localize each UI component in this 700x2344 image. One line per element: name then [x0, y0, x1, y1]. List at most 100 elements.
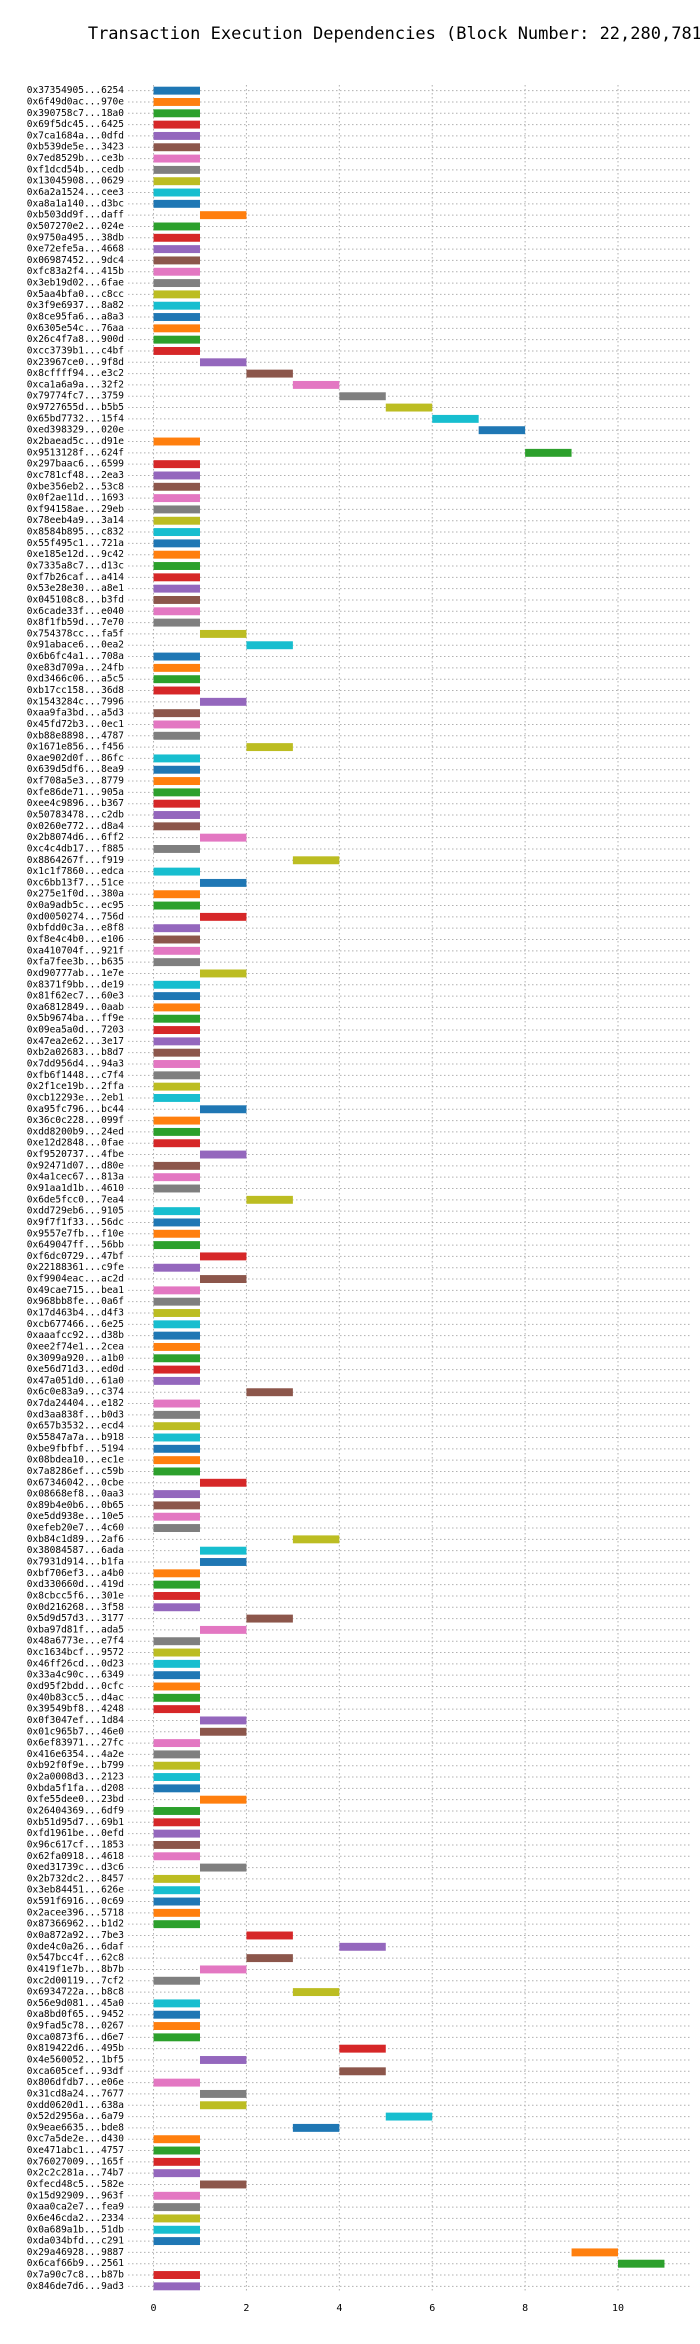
- bar: [153, 1354, 200, 1363]
- y-tick-label: 0x45fd72b3...0ec1: [27, 719, 125, 730]
- y-tick-label: 0x9eae6635...bde8: [27, 2122, 125, 2133]
- y-tick-label: 0xb92f0f9e...b799: [27, 1760, 125, 1771]
- bar: [571, 2248, 619, 2257]
- y-tick-label: 0x507270e2...024e: [27, 221, 125, 232]
- bar: [153, 1784, 200, 1793]
- bar: [153, 143, 200, 152]
- y-tick-label: 0x6caf66b9...2561: [27, 2258, 125, 2269]
- bar: [153, 460, 200, 469]
- bar: [246, 1614, 293, 1623]
- x-tick-label: 4: [336, 2303, 342, 2314]
- bar: [339, 392, 386, 401]
- bar: [153, 120, 200, 129]
- y-tick-label: 0x08668ef8...0aa3: [27, 1489, 124, 1500]
- bar: [153, 1218, 200, 1227]
- y-tick-label: 0x2b732dc2...8457: [27, 1873, 124, 1884]
- y-tick-label: 0x7a90c7c8...b87b: [27, 2270, 125, 2281]
- y-tick-label: 0x0a689a1b...51db: [27, 2224, 125, 2235]
- y-tick-label: 0xd3aa838f...b0d3: [27, 1409, 124, 1420]
- bar: [153, 652, 200, 661]
- y-tick-label: 0xbe9fbfbf...5194: [27, 1443, 125, 1454]
- y-tick-label: 0x8864267f...f919: [27, 855, 125, 866]
- bar: [246, 1931, 293, 1940]
- y-tick-label: 0xe72efe5a...4668: [27, 244, 125, 255]
- bar: [339, 2067, 386, 2076]
- y-tick-label: 0xa8a1a140...d3bc: [27, 198, 124, 209]
- bar: [153, 901, 200, 910]
- bar: [153, 1309, 200, 1317]
- bar: [153, 1682, 200, 1691]
- y-tick-label: 0x547bcc4f...62c8: [27, 1953, 125, 1964]
- y-tick-label: 0x591f6916...0c69: [27, 1896, 125, 1907]
- y-tick-label: 0xd95f2bdd...0cfc: [27, 1681, 124, 1692]
- bar: [153, 1456, 200, 1465]
- y-tick-label: 0x0a872a92...7be3: [27, 1930, 124, 1941]
- y-tick-label: 0x2b8074d6...6ff2: [27, 832, 124, 843]
- bar: [153, 1818, 200, 1827]
- bar: [153, 1376, 200, 1385]
- bar: [153, 822, 200, 831]
- y-tick-label: 0x08bdea10...ec1e: [27, 1455, 125, 1466]
- y-tick-label: 0x40b83cc5...d4ac: [27, 1692, 124, 1703]
- y-tick-label: 0xfd1961be...0efd: [27, 1828, 124, 1839]
- bar: [153, 290, 200, 299]
- y-tick-label: 0x6b6fc4a1...708a: [27, 651, 124, 662]
- y-tick-label: 0xca1a6a9a...32f2: [27, 379, 124, 390]
- bar: [153, 222, 200, 231]
- bar: [153, 924, 200, 933]
- y-tick-label: 0xfb6f1448...c7f4: [27, 1070, 125, 1081]
- bar: [153, 2146, 200, 2155]
- bar: [199, 697, 247, 706]
- bar: [153, 1297, 200, 1306]
- bar: [199, 2056, 247, 2064]
- y-tick-label: 0x39549bf8...4248: [27, 1704, 125, 1715]
- bar: [153, 935, 200, 944]
- bar: [339, 1942, 386, 1951]
- bar: [153, 1829, 200, 1838]
- y-tick-label: 0xc1634bcf...9572: [27, 1647, 124, 1658]
- y-tick-label: 0x6c0e83a9...c374: [27, 1387, 125, 1398]
- y-tick-label: 0x31cd8a24...7677: [27, 2088, 124, 2099]
- bar: [153, 1037, 200, 1046]
- y-tick-label: 0x67346042...0cbe: [27, 1477, 125, 1488]
- y-tick-label: 0xa6812849...0aab: [27, 1002, 125, 1013]
- y-tick-label: 0xca605cef...93df: [27, 2066, 124, 2077]
- y-tick-label: 0xfe86de71...905a: [27, 787, 124, 798]
- y-tick-label: 0xd90777ab...1e7e: [27, 968, 125, 979]
- bar: [153, 607, 200, 616]
- bar: [153, 505, 200, 514]
- y-tick-label: 0xf7b26caf...a414: [27, 572, 125, 583]
- bar: [618, 2259, 665, 2268]
- chart-title: Transaction Execution Dependencies (Bloc…: [88, 24, 700, 44]
- y-tick-label: 0x52d2956a...6a79: [27, 2111, 125, 2122]
- x-tick-label: 2: [243, 2303, 249, 2314]
- bar: [199, 1727, 247, 1736]
- y-tick-label: 0x2baead5c...d91e: [27, 436, 125, 447]
- bar: [153, 2033, 200, 2042]
- y-tick-label: 0x3eb84451...626e: [27, 1885, 125, 1896]
- y-tick-label: 0xb2a02683...b8d7: [27, 1047, 124, 1058]
- bar: [292, 1535, 340, 1544]
- bar: [153, 1026, 200, 1035]
- bar: [525, 448, 572, 457]
- bar: [153, 1976, 200, 1985]
- bar: [153, 1603, 200, 1612]
- bar: [199, 1795, 247, 1804]
- y-tick-label: 0x46ff26cd...0d23: [27, 1658, 124, 1669]
- bar: [153, 1433, 200, 1442]
- y-tick-label: 0x91abace6...0ea2: [27, 640, 124, 651]
- y-tick-label: 0x8371f9bb...de19: [27, 979, 125, 990]
- bar: [153, 2022, 200, 2030]
- y-tick-label: 0x6cade33f...e040: [27, 606, 125, 617]
- y-tick-label: 0xb88e8898...4787: [27, 730, 124, 741]
- y-tick-label: 0xf94158ae...29eb: [27, 504, 125, 515]
- y-tick-label: 0xaa9fa3bd...a5d3: [27, 708, 124, 719]
- y-tick-label: 0xda034bfd...c291: [27, 2236, 125, 2247]
- bar: [385, 2112, 433, 2121]
- y-tick-label: 0x13045908...0629: [27, 176, 125, 187]
- y-tick-label: 0xb84c1d89...2af6: [27, 1534, 125, 1545]
- bar: [199, 2089, 247, 2098]
- bar: [153, 482, 200, 491]
- bar: [153, 731, 200, 740]
- bar: [385, 403, 433, 412]
